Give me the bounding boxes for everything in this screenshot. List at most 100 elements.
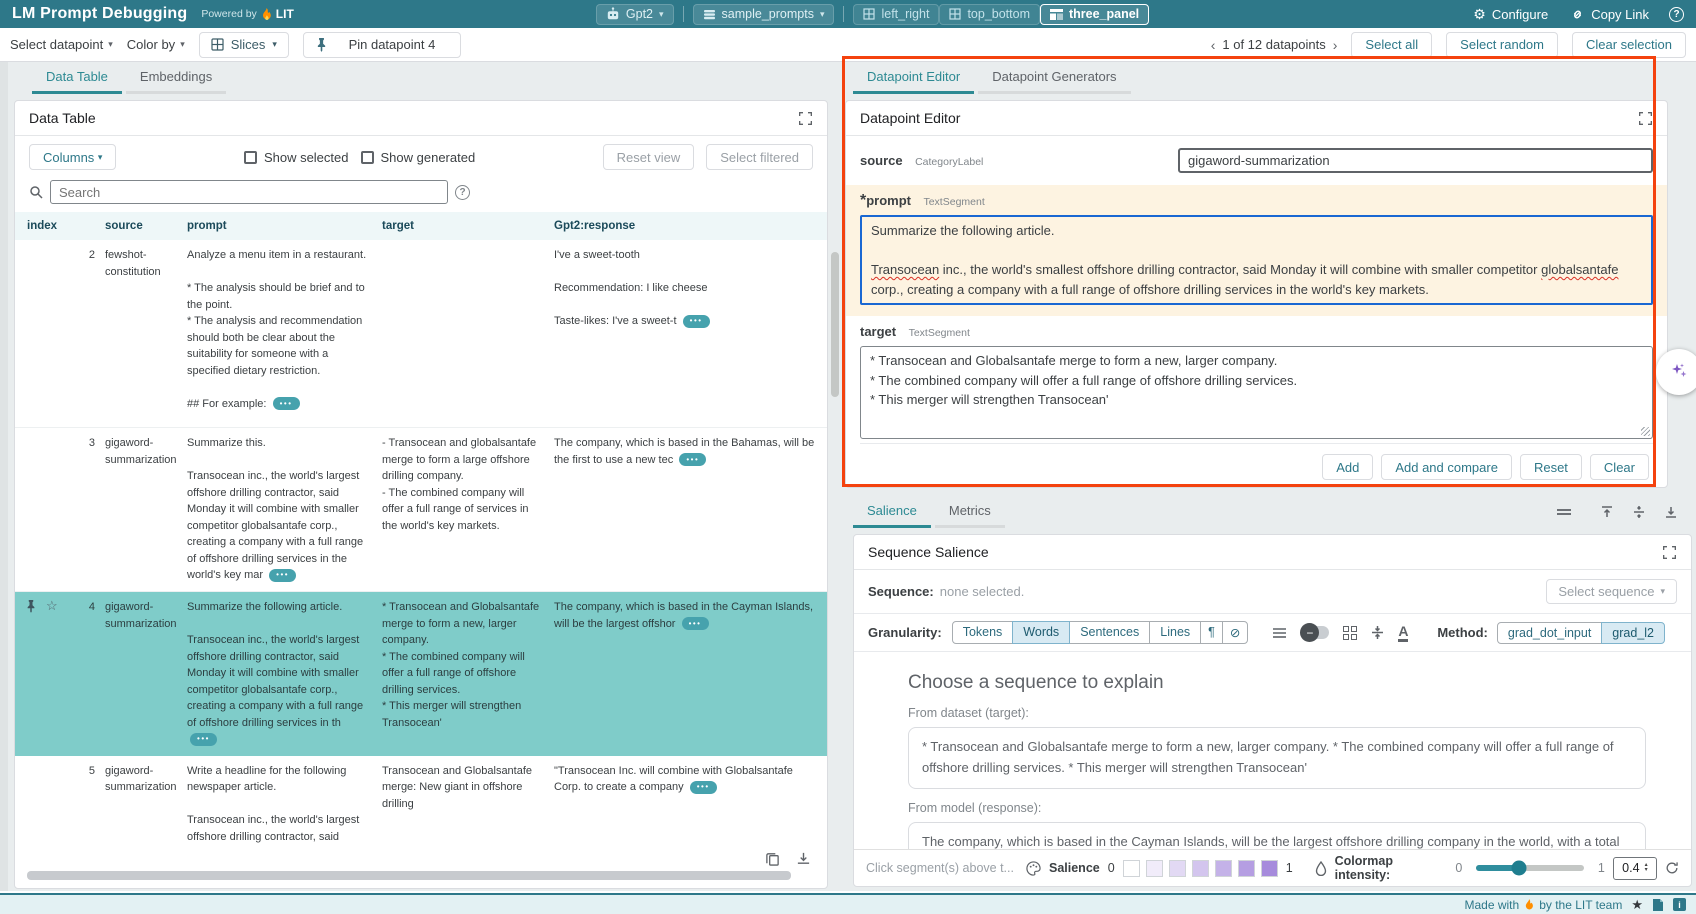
tab-datapoint-editor[interactable]: Datapoint Editor (853, 62, 975, 94)
select-sequence-button[interactable]: Select sequence ▾ (1546, 579, 1677, 604)
tab-metrics[interactable]: Metrics (934, 496, 1005, 528)
expand-icon[interactable] (1662, 545, 1677, 560)
data-table-header: Data Table (15, 101, 827, 136)
chevron-down-icon: ▾ (1660, 586, 1665, 596)
show-selected-checkbox[interactable]: Show selected (243, 150, 349, 165)
docs-icon[interactable] (1652, 898, 1664, 912)
scrollbar-thumb[interactable] (27, 871, 792, 880)
layout-button-left-right[interactable]: left_right (853, 3, 940, 25)
method-grad-l2[interactable]: grad_l2 (1601, 621, 1665, 644)
blur-toggle[interactable]: − (1300, 623, 1330, 642)
copy-link-button[interactable]: Copy Link (1570, 7, 1649, 22)
select-filtered-button[interactable]: Select filtered (706, 144, 814, 170)
clear-button[interactable]: Clear (1589, 454, 1649, 480)
target-field-label: target TextSegment (860, 324, 970, 339)
granularity-tokens[interactable]: Tokens (951, 621, 1014, 644)
split-evenly-icon[interactable] (1632, 505, 1646, 519)
tab-embeddings[interactable]: Embeddings (125, 62, 227, 94)
equalize-panels-icon[interactable] (1556, 507, 1572, 517)
help-icon[interactable]: ? (1669, 6, 1685, 22)
colormap-intensity-slider[interactable] (1476, 860, 1584, 876)
slices-button[interactable]: Slices ▾ (198, 31, 289, 58)
special-chars-chip[interactable]: ⊘ (1221, 621, 1249, 644)
scrollbar-thumb[interactable] (831, 252, 839, 397)
response-sequence-option[interactable]: The company, which is based in the Cayma… (908, 821, 1646, 849)
target-textarea[interactable]: * Transocean and Globalsantafe merge to … (860, 346, 1653, 439)
slider-knob[interactable] (1511, 860, 1527, 876)
collapse-up-icon[interactable] (1600, 505, 1614, 519)
tab-datapoint-generators[interactable]: Datapoint Generators (978, 62, 1131, 94)
next-datapoint-icon[interactable]: › (1332, 36, 1338, 53)
method-grad-dot-input[interactable]: grad_dot_input (1496, 621, 1603, 644)
table-row[interactable]: 2 fewshot-constitution Analyze a menu it… (15, 240, 827, 428)
table-row[interactable]: 5 gigaword-summarization Write a headlin… (15, 756, 827, 847)
color-by-menu[interactable]: Color by ▾ (126, 37, 185, 52)
reset-button[interactable]: Reset (1519, 454, 1582, 480)
sparkle-fab-button[interactable] (1656, 349, 1696, 395)
more-ellipsis-icon[interactable]: ••• (682, 314, 710, 328)
select-all-button[interactable]: Select all (1351, 31, 1433, 58)
more-ellipsis-icon[interactable]: ••• (679, 453, 707, 467)
cell-response: "Transocean Inc. will combine with Globa… (554, 764, 793, 794)
density-icon[interactable] (1272, 627, 1287, 639)
pin-icon[interactable] (25, 599, 37, 613)
table-row-selected[interactable]: ☆ 4 gigaword-summarization Summarize the… (15, 592, 827, 756)
select-random-button[interactable]: Select random (1446, 31, 1558, 58)
col-header-target[interactable]: prompt (187, 220, 227, 232)
tab-data-table[interactable]: Data Table (32, 62, 122, 94)
expand-icon[interactable] (798, 111, 813, 126)
granularity-sentences[interactable]: Sentences (1069, 621, 1151, 644)
add-and-compare-button[interactable]: Add and compare (1381, 454, 1512, 480)
pilcrow-chip[interactable]: ¶ (1200, 621, 1223, 644)
target-sequence-option[interactable]: * Transocean and Globalsantafe merge to … (908, 727, 1646, 789)
granularity-words[interactable]: Words (1012, 621, 1071, 644)
col-header-target[interactable]: target (382, 220, 414, 232)
droplet-icon (1315, 860, 1327, 876)
granularity-lines[interactable]: Lines (1149, 621, 1202, 644)
layout-button-three-panel[interactable]: three_panel (1039, 3, 1150, 25)
download-icon[interactable] (796, 851, 811, 866)
source-input[interactable] (1178, 148, 1653, 173)
intensity-input[interactable]: 0.4 ▴ ▾ (1612, 856, 1657, 880)
collapse-down-icon[interactable] (1664, 505, 1678, 519)
more-ellipsis-icon[interactable]: ••• (689, 780, 717, 794)
vertical-scrollbar[interactable] (830, 62, 840, 891)
table-row[interactable]: 3 gigaword-summarization Summarize this.… (15, 428, 827, 592)
tab-salience[interactable]: Salience (853, 496, 931, 528)
spinner-icons[interactable]: ▴ ▾ (1644, 861, 1648, 873)
search-input[interactable] (50, 180, 448, 204)
search-help-icon[interactable]: ? (455, 184, 470, 200)
show-generated-checkbox[interactable]: Show generated (360, 150, 475, 165)
col-header-response[interactable]: Gpt2:response (554, 220, 636, 232)
columns-button[interactable]: Columns ▾ (29, 144, 117, 170)
configure-button[interactable]: ⚙ Configure (1473, 6, 1549, 22)
more-ellipsis-icon[interactable]: ••• (269, 568, 297, 582)
font-color-icon[interactable]: A (1398, 624, 1409, 642)
link-icon (1570, 7, 1585, 22)
reset-view-button[interactable]: Reset view (602, 144, 695, 170)
cell-target: Transocean and Globalsantafe merge: New … (382, 764, 533, 810)
copy-icon[interactable] (765, 851, 780, 866)
star-icon[interactable]: ☆ (46, 598, 58, 613)
expand-icon[interactable] (1638, 111, 1653, 126)
dataset-selector[interactable]: sample_prompts ▾ (692, 3, 835, 25)
prompt-textarea[interactable]: Summarize the following article. Transoc… (860, 215, 1653, 305)
col-header-source[interactable]: source (105, 220, 143, 232)
more-ellipsis-icon[interactable]: ••• (272, 397, 300, 411)
more-ellipsis-icon[interactable]: ••• (681, 617, 709, 631)
select-datapoint-menu[interactable]: Select datapoint ▾ (10, 37, 113, 52)
col-header-index[interactable]: index (27, 220, 58, 232)
add-button[interactable]: Add (1322, 454, 1374, 480)
pin-datapoint-button[interactable]: Pin datapoint 4 (302, 31, 461, 58)
layout-button-top-bottom[interactable]: top_bottom (939, 3, 1040, 25)
prev-datapoint-icon[interactable]: ‹ (1210, 36, 1216, 53)
horizontal-scrollbar[interactable] (27, 871, 815, 880)
vertical-align-icon[interactable] (1371, 625, 1384, 640)
model-selector[interactable]: Gpt2 ▾ (595, 3, 674, 25)
reset-colormap-icon[interactable] (1665, 861, 1679, 875)
clear-selection-button[interactable]: Clear selection (1572, 31, 1686, 58)
more-ellipsis-icon[interactable]: ••• (190, 732, 217, 746)
info-icon[interactable]: i (1673, 898, 1686, 911)
grid-view-icon[interactable] (1343, 625, 1358, 640)
star-link-icon[interactable]: ★ (1631, 896, 1643, 912)
